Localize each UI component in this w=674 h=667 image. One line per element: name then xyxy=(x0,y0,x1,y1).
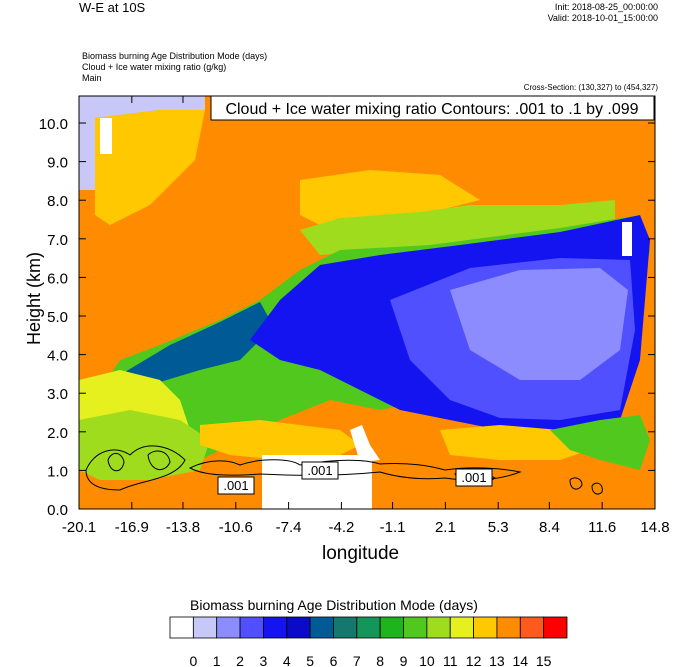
contour-line-7 xyxy=(591,482,603,495)
colorbar-label-1: 1 xyxy=(213,653,221,667)
colorbar-box-0 xyxy=(169,616,194,639)
colorbar-box-12 xyxy=(449,616,474,639)
contour-label-box-1 xyxy=(217,476,255,495)
colorbar-label-9: 9 xyxy=(400,653,408,667)
colorbar-box-9 xyxy=(379,616,404,639)
x-tick-label-9: 8.4 xyxy=(539,519,560,536)
colorbar-label-15: 15 xyxy=(536,653,552,667)
region-lavender-0 xyxy=(79,96,205,190)
contour-lines: .001 .001 .001 xyxy=(85,445,603,495)
colorbar-label-5: 5 xyxy=(306,653,314,667)
region-lightblue-8 xyxy=(450,268,628,380)
contour-line-2 xyxy=(107,453,125,472)
x-tick-label-0: -20.1 xyxy=(62,519,96,536)
x-tick-label-7: 2.1 xyxy=(435,519,456,536)
y-tick-label-8: 8.0 xyxy=(47,193,68,210)
x-tick-label-10: 11.6 xyxy=(588,519,616,536)
colorbar-box-5 xyxy=(286,616,311,639)
x-axis: -20.1 -16.9 -13.8 -10.6 -7.4 -4.2 -1.1 2.1 5.3 8.… xyxy=(62,96,670,536)
x-tick-label-6: -1.1 xyxy=(380,519,406,536)
contour-label-1: .001 xyxy=(223,478,248,493)
colorbar-box-16 xyxy=(543,616,568,639)
colorbar-box-11 xyxy=(426,616,451,639)
subtitle-line-1: Biomass burning Age Distribution Mode (d… xyxy=(82,51,268,61)
colorbar-label-11: 11 xyxy=(443,653,458,667)
contour-line-1 xyxy=(85,445,186,491)
region-gold-11 xyxy=(200,420,360,460)
colorbar-label-8: 8 xyxy=(376,653,384,667)
colorbar-box-1 xyxy=(192,616,218,639)
contour-label-2: .001 xyxy=(307,463,332,478)
colorbar: 0 1 2 3 4 5 6 7 8 9 10 11 12 13 14 15 xyxy=(169,616,568,667)
y-tick-label-6: 6.0 xyxy=(47,270,68,287)
region-teal-5 xyxy=(120,302,270,395)
y-tick-label-5: 5.0 xyxy=(47,309,68,326)
x-axis-label: longitude xyxy=(322,543,400,564)
cross-section-label: Cross-Section: (130,327) to (454,327) xyxy=(523,83,658,92)
y-axis-label: Height (km) xyxy=(24,251,45,346)
contour-label-box-2 xyxy=(301,461,339,480)
contour-line-6 xyxy=(569,477,583,490)
colorbar-box-14 xyxy=(496,616,521,639)
init-time: Init: 2018-08-25_00:00:00 xyxy=(554,2,658,12)
colorbar-box-3 xyxy=(239,616,264,639)
heatmap-field xyxy=(79,96,655,509)
colorbar-box-10 xyxy=(403,616,428,639)
region-gold-12 xyxy=(440,425,590,460)
region-white-patch-1 xyxy=(100,118,112,154)
subtitle-line-2: Cloud + Ice water mixing ratio (g/kg) xyxy=(82,62,227,72)
region-lime-3 xyxy=(300,200,615,255)
colorbar-label-4: 4 xyxy=(283,653,291,667)
colorbar-box-8 xyxy=(356,616,381,639)
region-lime-10 xyxy=(79,410,210,480)
x-tick-label-5: -4.2 xyxy=(328,519,354,536)
colorbar-label-0: 0 xyxy=(189,653,197,667)
colorbar-box-15 xyxy=(519,616,545,639)
x-tick-label-3: -10.6 xyxy=(219,519,253,536)
y-tick-label-4: 4.0 xyxy=(47,348,68,365)
colorbar-label-12: 12 xyxy=(466,653,482,667)
region-gold-1 xyxy=(95,110,205,225)
region-white-patch-3 xyxy=(350,425,380,462)
contour-title-box: Cloud + Ice water mixing ratio Contours:… xyxy=(210,95,655,121)
colorbar-box-13 xyxy=(473,616,498,639)
y-tick-label-2: 2.0 xyxy=(47,425,68,442)
colorbar-label-10: 10 xyxy=(419,653,435,667)
x-tick-label-8: 5.3 xyxy=(488,519,509,536)
region-green-13 xyxy=(550,415,650,470)
y-tick-label-10: 10.0 xyxy=(39,116,68,133)
colorbar-label-2: 2 xyxy=(236,653,244,667)
valid-time: Valid: 2018-10-01_15:00:00 xyxy=(547,13,658,23)
colorbar-label-13: 13 xyxy=(489,653,505,667)
y-tick-label-3: 3.0 xyxy=(47,386,68,403)
y-axis: 0.0 1.0 2.0 3.0 4.0 5.0 6.0 7.0 8.0 9.0 10.0 xyxy=(39,116,655,519)
colorbar-box-4 xyxy=(263,616,288,639)
region-white-patch-4 xyxy=(622,222,632,256)
y-tick-label-7: 7.0 xyxy=(47,232,68,249)
contour-title: Cloud + Ice water mixing ratio Contours:… xyxy=(225,101,638,118)
colorbar-label-14: 14 xyxy=(513,653,529,667)
page-title: W-E at 10S xyxy=(79,0,146,15)
y-tick-label-1: 1.0 xyxy=(47,463,68,480)
y-tick-label-9: 9.0 xyxy=(47,155,68,172)
y-tick-label-0: 0.0 xyxy=(47,502,68,519)
colorbar-box-7 xyxy=(333,616,358,639)
colorbar-label-6: 6 xyxy=(330,653,338,667)
region-gold-2 xyxy=(300,170,480,230)
x-tick-label-11: 14.8 xyxy=(640,519,669,536)
colorbar-box-2 xyxy=(216,616,241,639)
colorbar-title: Biomass burning Age Distribution Mode (d… xyxy=(190,597,478,613)
contour-label-box-3 xyxy=(455,468,493,487)
x-tick-label-2: -13.8 xyxy=(166,519,200,536)
x-tick-label-4: -7.4 xyxy=(276,519,302,536)
colorbar-label-7: 7 xyxy=(353,653,361,667)
x-tick-label-1: -16.9 xyxy=(115,519,149,536)
contour-label-3: .001 xyxy=(461,470,486,485)
subtitle-line-3: Main xyxy=(82,73,102,83)
colorbar-label-3: 3 xyxy=(260,653,268,667)
colorbar-box-6 xyxy=(309,616,334,639)
contour-line-3 xyxy=(147,450,171,471)
